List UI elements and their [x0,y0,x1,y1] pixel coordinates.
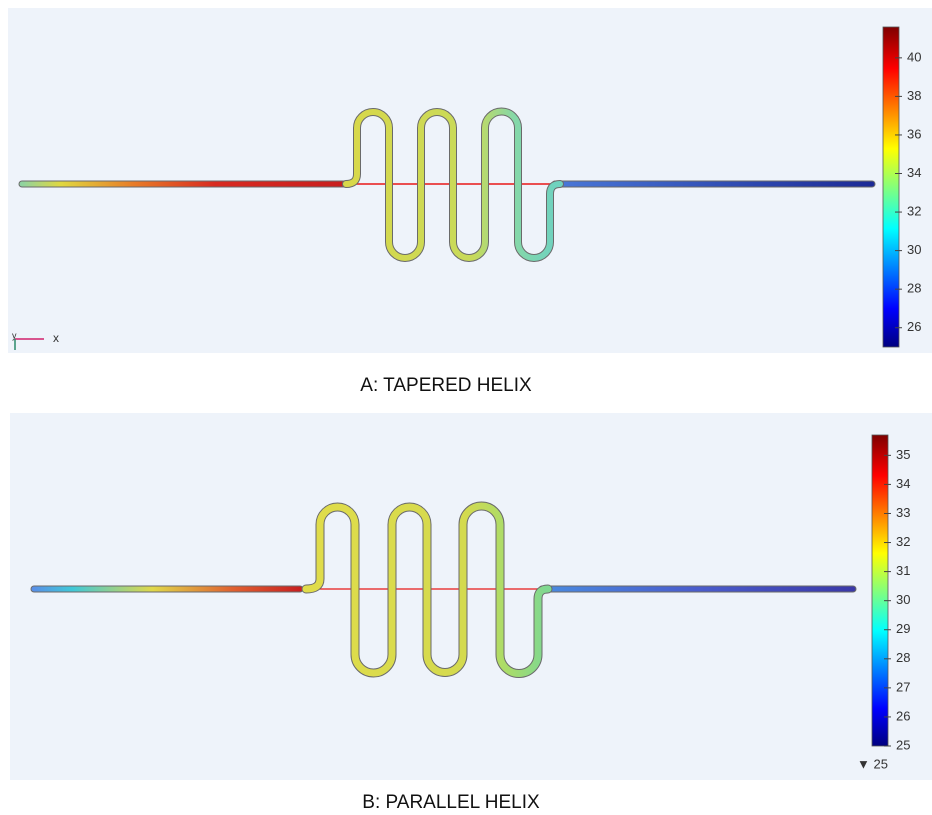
colorbar-tick-label: 31 [896,563,910,578]
colorbar-tick-label: 32 [896,534,910,549]
colorbar-tick-label: 28 [896,650,910,665]
colorbar-tick-label: 33 [896,505,910,520]
figure: A: TAPERED HELIX B: PARALLEL HELIX y x ▼… [0,0,932,815]
caption: A: TAPERED HELIX [360,375,532,396]
min-label: ▼ 25 [857,756,888,771]
colorbar-tick-label: 36 [907,126,921,141]
colorbar-tick-label: 30 [896,592,910,607]
colorbar-tick-label: 32 [907,203,921,218]
colorbar-tick-label: 30 [907,242,921,257]
colorbar-tick-label: 40 [907,49,921,64]
colorbar-tick-label: 35 [896,447,910,462]
plot-background [10,413,932,780]
colorbar-tick-label: 34 [896,476,910,491]
colorbar-tick-label: 38 [907,88,921,103]
colorbar-tick-label: 25 [896,737,910,752]
colorbar [872,435,888,746]
colorbar [883,27,899,347]
colorbar-tick-label: 26 [907,319,921,334]
colorbar-tick-label: 28 [907,281,921,296]
colorbar-tick-label: 29 [896,621,910,636]
colorbar-tick-label: 26 [896,708,910,723]
axis-label: x [53,331,59,345]
caption: B: PARALLEL HELIX [362,792,540,813]
colorbar-tick-label: 27 [896,679,910,694]
axis-label: y [12,330,17,340]
colorbar-tick-label: 34 [907,165,921,180]
